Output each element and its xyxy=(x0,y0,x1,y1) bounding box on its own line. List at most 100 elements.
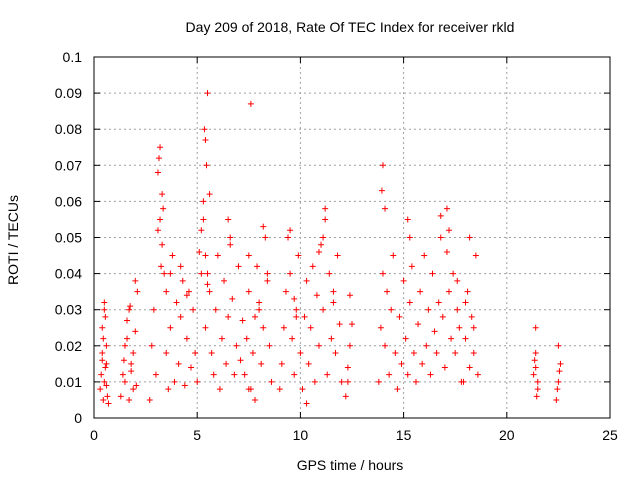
data-point xyxy=(441,364,448,371)
data-point xyxy=(427,371,434,378)
data-point xyxy=(336,321,343,328)
data-point xyxy=(297,350,304,357)
data-point xyxy=(388,306,395,313)
data-point xyxy=(214,252,221,259)
data-point xyxy=(237,357,244,364)
data-point xyxy=(344,364,351,371)
data-point xyxy=(291,295,298,302)
data-point xyxy=(456,324,463,331)
data-points xyxy=(97,90,564,407)
data-point xyxy=(309,263,316,270)
data-point xyxy=(148,342,155,349)
data-point xyxy=(101,306,108,313)
data-point xyxy=(204,281,211,288)
data-point xyxy=(377,324,384,331)
data-point xyxy=(196,248,203,255)
data-point xyxy=(346,342,353,349)
data-point xyxy=(470,324,477,331)
chart-title: Day 209 of 2018, Rate Of TEC Index for r… xyxy=(186,19,515,35)
data-point xyxy=(167,324,174,331)
data-point xyxy=(454,306,461,313)
data-point xyxy=(326,270,333,277)
data-point xyxy=(204,90,211,97)
data-point xyxy=(152,371,159,378)
data-point xyxy=(133,382,140,389)
x-tick-label: 15 xyxy=(396,427,412,443)
data-point xyxy=(167,270,174,277)
x-ticks: 0 5 10 15 20 25 xyxy=(90,57,618,443)
data-point xyxy=(97,386,104,393)
data-point xyxy=(532,364,539,371)
y-tick-label: 0.01 xyxy=(55,374,82,390)
data-point xyxy=(243,335,250,342)
data-point xyxy=(181,382,188,389)
data-point xyxy=(154,227,161,234)
data-point xyxy=(291,371,298,378)
data-point xyxy=(315,248,322,255)
data-point xyxy=(126,306,133,313)
data-point xyxy=(245,288,252,295)
data-point xyxy=(402,335,409,342)
data-point xyxy=(460,378,467,385)
data-point xyxy=(157,216,164,223)
data-point xyxy=(404,371,411,378)
data-point xyxy=(285,234,292,241)
data-point xyxy=(202,252,209,259)
data-point xyxy=(126,396,133,403)
data-point xyxy=(406,299,413,306)
y-tick-label: 0.08 xyxy=(55,121,82,137)
data-point xyxy=(299,386,306,393)
data-point xyxy=(531,357,538,364)
data-point xyxy=(287,270,294,277)
data-point xyxy=(534,378,541,385)
data-point xyxy=(338,378,345,385)
data-point xyxy=(134,288,141,295)
data-point xyxy=(130,350,137,357)
data-point xyxy=(268,378,275,385)
data-point xyxy=(404,216,411,223)
data-point xyxy=(448,335,455,342)
data-point xyxy=(534,386,541,393)
data-point xyxy=(468,313,475,320)
data-point xyxy=(121,378,128,385)
data-point xyxy=(245,252,252,259)
data-point xyxy=(378,187,385,194)
data-point xyxy=(346,292,353,299)
y-ticks: 0 0.01 0.02 0.03 0.04 0.05 0.06 0.07 0.08 0.09 0.1 xyxy=(55,49,610,426)
data-point xyxy=(200,216,207,223)
data-point xyxy=(124,335,131,342)
data-point xyxy=(183,335,190,342)
data-point xyxy=(293,313,300,320)
data-point xyxy=(462,335,469,342)
data-point xyxy=(439,313,446,320)
data-point xyxy=(239,317,246,324)
y-tick-label: 0.02 xyxy=(55,338,82,354)
data-point xyxy=(464,288,471,295)
data-point xyxy=(227,241,234,248)
data-point xyxy=(379,162,386,169)
data-point xyxy=(328,335,335,342)
data-point xyxy=(474,371,481,378)
y-tick-label: 0.1 xyxy=(63,49,83,65)
data-point xyxy=(556,368,563,375)
y-tick-label: 0 xyxy=(74,410,82,426)
data-point xyxy=(99,350,106,357)
data-point xyxy=(282,288,289,295)
data-point xyxy=(419,360,426,367)
data-point xyxy=(165,386,172,393)
data-point xyxy=(127,303,134,310)
data-point xyxy=(466,364,473,371)
data-point xyxy=(394,386,401,393)
data-point xyxy=(260,324,267,331)
data-point xyxy=(311,378,318,385)
x-tick-label: 0 xyxy=(90,427,98,443)
data-point xyxy=(177,263,184,270)
data-point xyxy=(392,350,399,357)
data-point xyxy=(202,137,209,144)
data-point xyxy=(390,252,397,259)
data-point xyxy=(198,270,205,277)
data-point xyxy=(264,270,271,277)
data-point xyxy=(194,378,201,385)
data-point xyxy=(533,393,540,400)
data-point xyxy=(532,324,539,331)
